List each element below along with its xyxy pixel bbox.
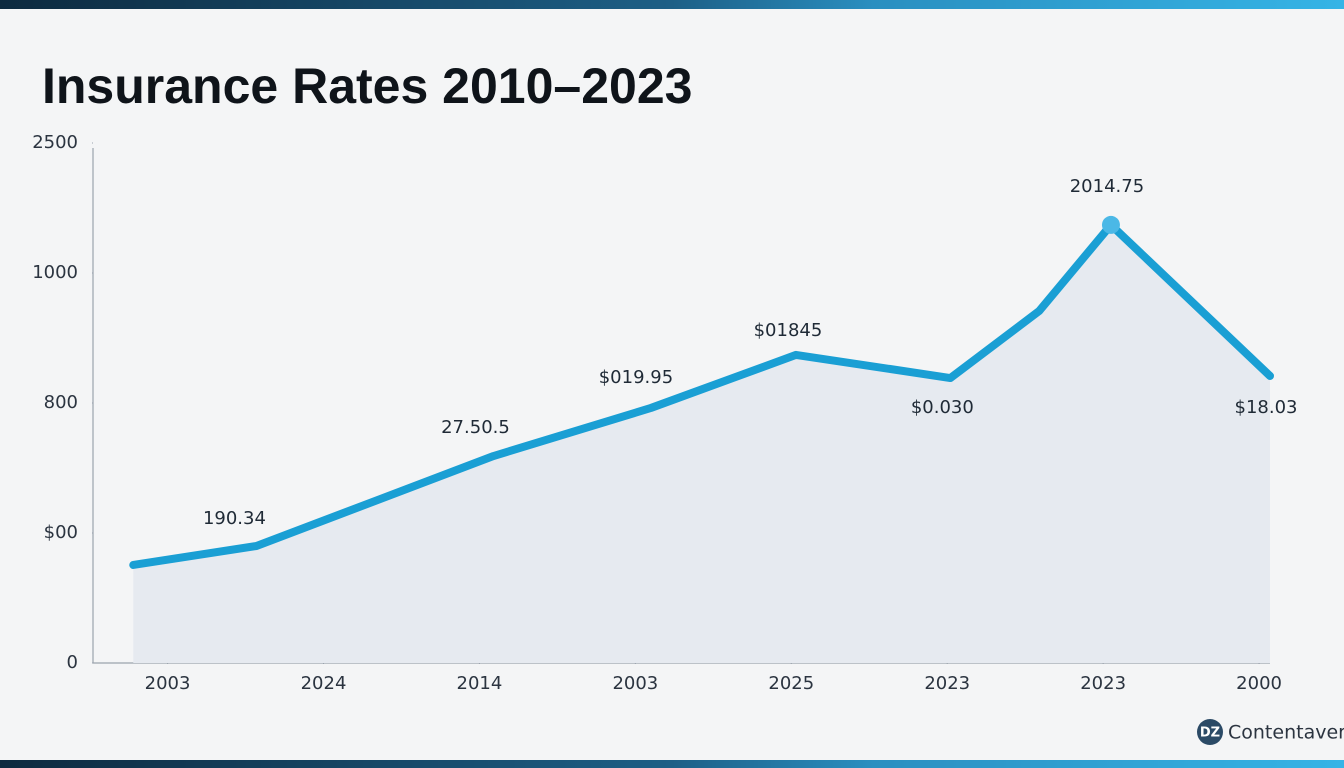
top-bar xyxy=(0,0,1344,9)
chart-title: Insurance Rates 2010–2023 xyxy=(42,58,692,114)
x-tick-label: 2023 xyxy=(924,673,970,694)
value-label: $019.95 xyxy=(599,367,673,388)
footer: DZ Contentavery. xyxy=(1197,719,1344,745)
x-tick-label: 2003 xyxy=(612,673,658,694)
y-tick-label: 0 xyxy=(67,652,78,673)
y-tick-label: $00 xyxy=(44,522,78,543)
value-label: 27.50.5 xyxy=(441,417,510,438)
x-tick-label: 2023 xyxy=(1080,673,1126,694)
x-tick-label: 2014 xyxy=(457,673,503,694)
value-label: 190.34 xyxy=(203,508,266,529)
logo-badge xyxy=(1197,719,1223,745)
plot: 0 $00 800 1000 2500 2003 2024 2014 2003 2025 2023 2… xyxy=(32,132,1297,694)
area xyxy=(133,224,1271,663)
logo: DZ xyxy=(1200,726,1220,741)
bottom-bar xyxy=(0,760,1344,768)
y-tick-label: 1000 xyxy=(32,262,78,283)
brand: Contentavery. xyxy=(1228,722,1344,744)
x-tick-label: 2025 xyxy=(768,673,814,694)
x-tick-label: 2024 xyxy=(301,673,347,694)
x-tick-label: 2003 xyxy=(145,673,191,694)
y-tick-label: 2500 xyxy=(32,132,78,153)
line xyxy=(129,220,1274,569)
value-label: 2014.75 xyxy=(1070,176,1144,197)
x-tick-label: 2000 xyxy=(1236,673,1282,694)
value-label: $18.03 xyxy=(1235,397,1298,418)
value-label: $0.030 xyxy=(911,397,974,418)
y-tick-label: 800 xyxy=(44,392,78,413)
value-label: $01845 xyxy=(754,320,823,341)
peak-marker xyxy=(1101,215,1120,234)
